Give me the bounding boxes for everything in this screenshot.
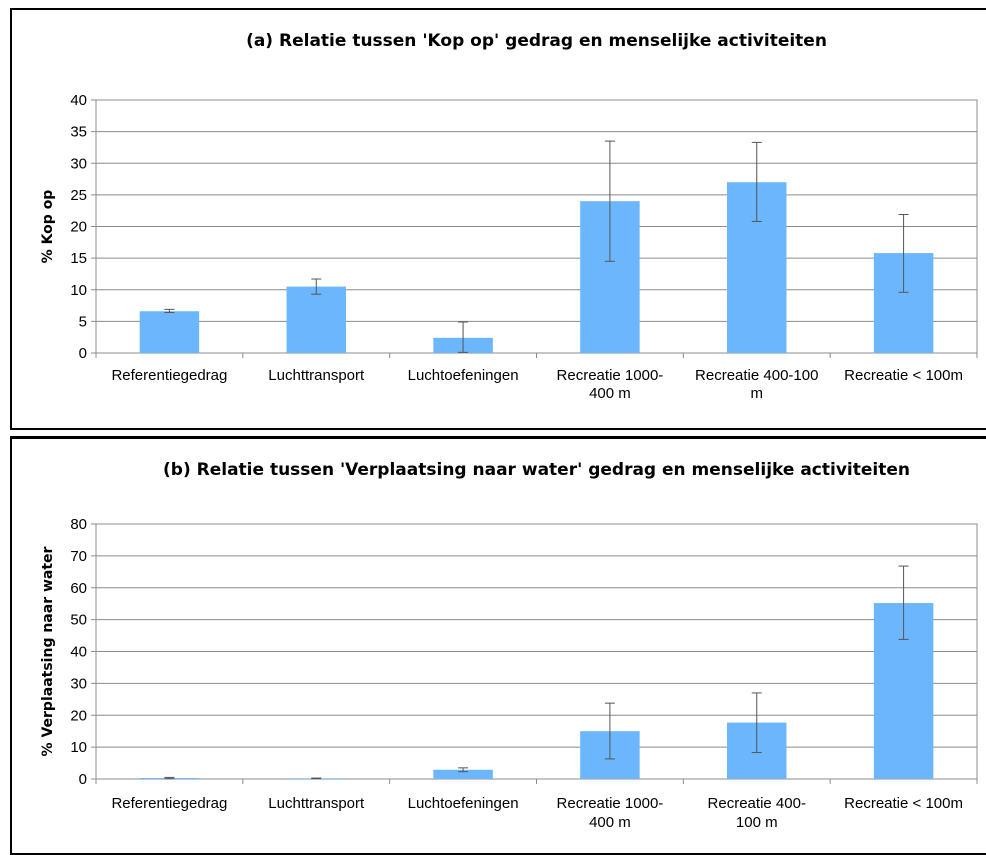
chart-b-category-label: Recreatie 1000- bbox=[557, 795, 664, 812]
chart-b-y-axis-label: % Verplaatsing naar water bbox=[40, 546, 56, 756]
chart-a-category-label: m bbox=[751, 385, 764, 402]
chart-panel-b: (b) Relatie tussen 'Verplaatsing naar wa… bbox=[10, 436, 986, 855]
chart-b-category-label: 100 m bbox=[736, 814, 778, 831]
chart-a-y-axis-label: % Kop op bbox=[40, 190, 56, 264]
chart-b-category-label: Recreatie 400- bbox=[708, 795, 806, 812]
chart-b-category-label: Recreatie < 100m bbox=[844, 795, 963, 812]
chart-a-category-label: Recreatie 400-100 bbox=[695, 367, 818, 384]
chart-a-y-tick-label: 20 bbox=[70, 219, 87, 236]
chart-a-y-tick-label: 5 bbox=[79, 313, 87, 330]
chart-b-y-tick-label: 40 bbox=[70, 644, 87, 661]
chart-a-y-tick-label: 40 bbox=[70, 92, 87, 109]
chart-b-bar bbox=[433, 769, 493, 779]
chart-b-svg: (b) Relatie tussen 'Verplaatsing naar wa… bbox=[40, 460, 978, 831]
chart-a-y-tick-label: 10 bbox=[70, 282, 87, 299]
chart-a-category-label: Recreatie 1000- bbox=[557, 367, 664, 384]
chart-b-y-tick-label: 0 bbox=[79, 771, 87, 788]
chart-a-category-label: Referentiegedrag bbox=[111, 367, 227, 384]
chart-a-category-label: Luchttransport bbox=[268, 367, 365, 384]
chart-a-category-label: 400 m bbox=[589, 385, 631, 402]
chart-a-category-label: Recreatie < 100m bbox=[844, 367, 963, 384]
chart-b-category-label: Referentiegedrag bbox=[111, 795, 227, 812]
chart-b-category-label: 400 m bbox=[589, 814, 631, 831]
chart-b-y-tick-label: 80 bbox=[70, 516, 87, 533]
chart-a-y-tick-label: 0 bbox=[79, 345, 87, 362]
chart-b-category-label: Luchtoefeningen bbox=[408, 795, 519, 812]
chart-b-title: (b) Relatie tussen 'Verplaatsing naar wa… bbox=[163, 460, 910, 480]
chart-a-category-label: Luchtoefeningen bbox=[408, 367, 519, 384]
chart-a-y-tick-label: 25 bbox=[70, 187, 87, 204]
chart-a-bar bbox=[139, 311, 200, 353]
chart-a-y-tick-label: 35 bbox=[70, 124, 87, 141]
chart-a-bar bbox=[286, 286, 346, 353]
chart-a-svg: (a) Relatie tussen 'Kop op' gedrag en me… bbox=[40, 31, 978, 402]
chart-b-y-tick-label: 50 bbox=[70, 612, 87, 629]
chart-b-y-tick-label: 60 bbox=[70, 580, 87, 597]
chart-b-y-tick-label: 30 bbox=[70, 675, 87, 692]
chart-a-y-tick-label: 15 bbox=[70, 250, 87, 267]
chart-b-category-label: Luchttransport bbox=[268, 795, 365, 812]
chart-panel-a: (a) Relatie tussen 'Kop op' gedrag en me… bbox=[10, 8, 986, 430]
chart-a-y-tick-label: 30 bbox=[70, 155, 87, 172]
chart-a-title: (a) Relatie tussen 'Kop op' gedrag en me… bbox=[246, 31, 827, 51]
chart-b-y-tick-label: 70 bbox=[70, 548, 87, 565]
chart-b-y-tick-label: 20 bbox=[70, 707, 87, 724]
chart-b-y-tick-label: 10 bbox=[70, 739, 87, 756]
